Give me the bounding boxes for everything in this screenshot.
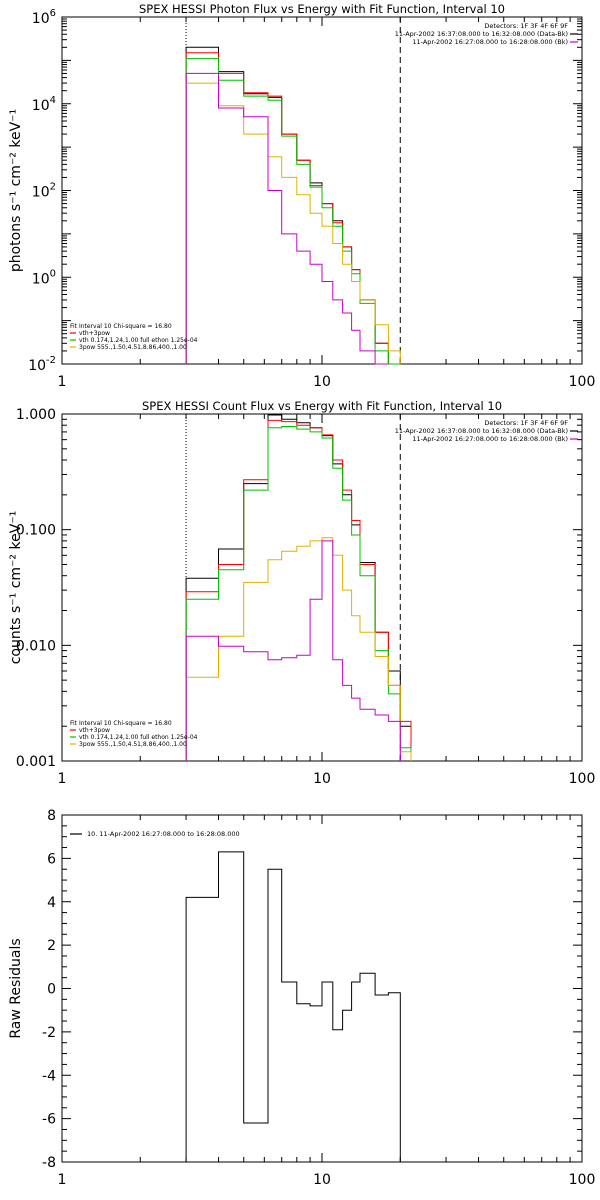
y-tick-label: 100 xyxy=(32,268,56,287)
legend-upper-text: Detectors: 1F 3F 4F 6F 9F xyxy=(484,419,568,427)
legend-upper-text: 11-Apr-2002 16:27:08.000 to 16:28:08.000… xyxy=(412,38,568,46)
y-tick-label: -4 xyxy=(42,1068,56,1084)
y-tick-label: 104 xyxy=(32,95,56,114)
series-line-4 xyxy=(185,82,401,364)
y-tick-label: -6 xyxy=(42,1112,56,1128)
x-tick-label: 10 xyxy=(313,771,331,787)
y-tick-label: 10-2 xyxy=(28,355,56,374)
series-line-5 xyxy=(185,540,401,761)
legend-lower-text: vth 0.174,1.24,1.00 full ethon 1.25e-04 xyxy=(79,734,198,741)
legend-upper-text: 11-Apr-2002 16:27:08.000 to 16:28:08.000… xyxy=(412,435,568,443)
y-tick-label: 6 xyxy=(47,851,56,867)
y-axis-label: photons s⁻¹ cm⁻² keV⁻¹ xyxy=(8,109,24,272)
y-tick-label: 1.000 xyxy=(16,407,56,423)
y-axis-label: counts s⁻¹ cm⁻² keV⁻¹ xyxy=(8,511,24,665)
legend-lower-text: vth 0.174,1.24,1.00 full ethon 1.25e-04 xyxy=(79,337,198,344)
y-tick-label: 8 xyxy=(47,808,56,824)
legend-lower-text: 3pow 555.,1.50,4.51,8.86,400.,1.00 xyxy=(79,344,187,351)
series-line-4 xyxy=(185,537,412,761)
x-tick-label: 1 xyxy=(58,1172,67,1188)
x-tick-label: 10 xyxy=(313,1172,331,1188)
x-tick-label: 100 xyxy=(569,1172,596,1188)
x-tick-label: 100 xyxy=(569,374,596,390)
chart-title: SPEX HESSI Photon Flux vs Energy with Fi… xyxy=(139,2,505,16)
series-line-3 xyxy=(185,58,401,365)
legend-upper-text: Detectors: 1F 3F 4F 6F 9F xyxy=(484,22,568,30)
legend-lower-text: Fit Interval 10 Chi-square = 16.80 xyxy=(70,720,172,727)
series-line-1 xyxy=(185,414,412,761)
series-line-3 xyxy=(185,426,412,761)
y-tick-label: 0.001 xyxy=(16,754,56,770)
legend-upper-text: 11-Apr-2002 16:37:08.000 to 16:32:08.000… xyxy=(395,427,568,435)
y-tick-label: 102 xyxy=(32,182,56,201)
chart-title: SPEX HESSI Count Flux vs Energy with Fit… xyxy=(142,399,502,413)
chart-1: SPEX HESSI Photon Flux vs Energy with Fi… xyxy=(8,2,595,390)
y-axis-label: Raw Residuals xyxy=(8,938,24,1038)
y-tick-label: 106 xyxy=(32,8,56,27)
y-tick-label: 2 xyxy=(47,938,56,954)
x-tick-label: 100 xyxy=(569,771,596,787)
y-tick-label: 0.010 xyxy=(16,638,56,654)
legend-text: 10. 11-Apr-2002 16:27:08.000 to 16:28:08… xyxy=(87,830,240,838)
x-tick-label: 1 xyxy=(58,771,67,787)
y-tick-label: 0 xyxy=(47,982,56,998)
x-tick-label: 1 xyxy=(58,374,67,390)
series-line-2 xyxy=(185,419,412,761)
legend-lower-text: vth+3pow xyxy=(79,330,110,337)
legend-lower-text: Fit Interval 10 Chi-square = 16.80 xyxy=(70,323,172,330)
series-line-1 xyxy=(185,851,401,1162)
legend-upper-text: 11-Apr-2002 16:37:08.000 to 16:32:08.000… xyxy=(395,30,568,38)
legend-lower-text: vth+3pow xyxy=(79,727,110,734)
x-tick-label: 10 xyxy=(313,374,331,390)
chart-3: 1 10 100 -8 -6 -4 -2 0 2 4 6 8 Raw Residuals 10. 11-A… xyxy=(8,808,595,1188)
chart-2: SPEX HESSI Count Flux vs Energy with Fit… xyxy=(8,399,595,787)
series-line-5 xyxy=(185,72,389,365)
y-tick-label: 4 xyxy=(47,895,56,911)
legend-lower-text: 3pow 555.,1.50,4.51,8.86,400.,1.00 xyxy=(79,741,187,748)
y-tick-label: -2 xyxy=(42,1025,56,1041)
y-tick-label: 0.100 xyxy=(16,523,56,539)
y-tick-label: -8 xyxy=(42,1155,56,1171)
